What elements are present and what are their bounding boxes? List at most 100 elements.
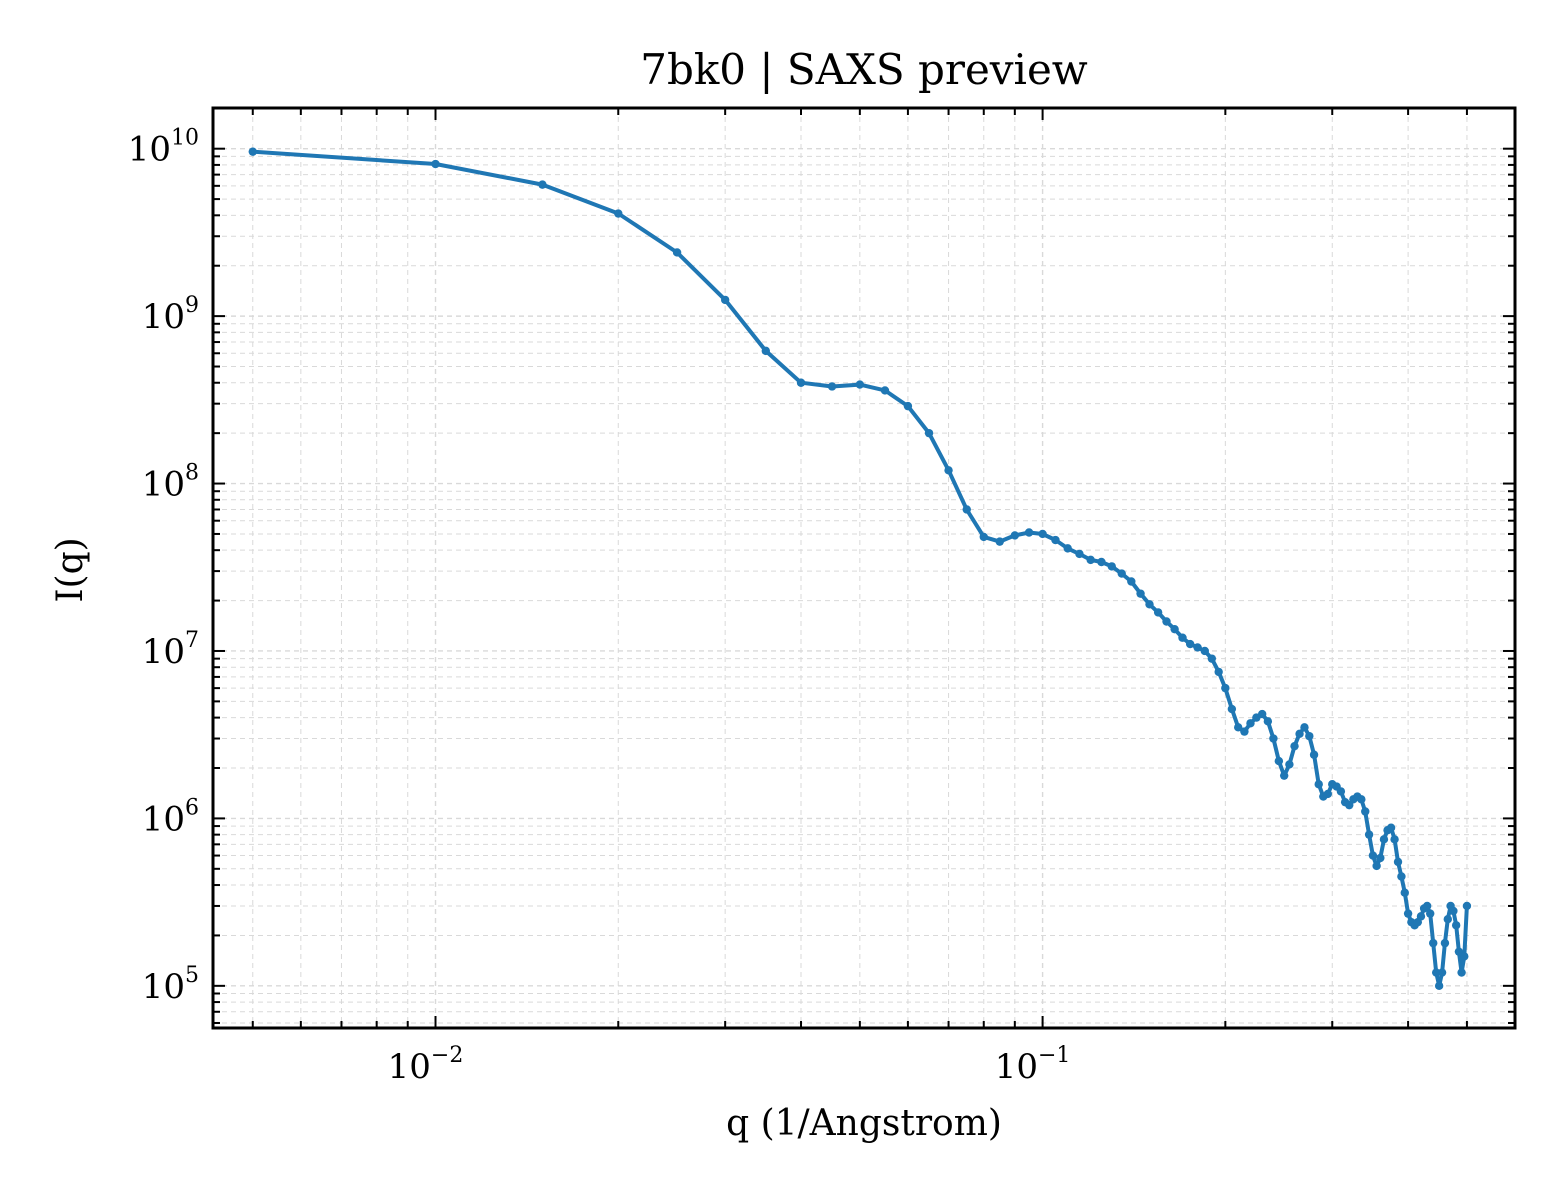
data-point	[903, 401, 913, 411]
data-point	[1429, 938, 1438, 948]
data-point	[1314, 780, 1323, 789]
tick-labels: 10−2 10−1 105 106 107 108 109 1010	[128, 126, 1071, 1087]
data-point	[1295, 729, 1304, 739]
data-point	[995, 537, 1004, 546]
data-point	[1451, 921, 1461, 930]
data-point	[1178, 633, 1187, 642]
data-point	[1038, 529, 1047, 539]
data-point	[1393, 857, 1403, 867]
data-point	[431, 159, 440, 169]
data-point	[1269, 734, 1278, 743]
plot-frame	[211, 106, 1517, 1030]
x-tick-label: 10−1	[995, 1043, 1071, 1087]
data-point	[1221, 683, 1230, 693]
data-point	[1063, 544, 1072, 553]
data-point	[1379, 835, 1389, 844]
data-point	[1207, 654, 1217, 663]
data-point	[1086, 555, 1095, 565]
data-point	[248, 147, 257, 156]
data-point	[1443, 915, 1452, 924]
data-point	[1426, 909, 1435, 918]
data-point	[1193, 643, 1202, 652]
y-tick-label: 109	[142, 293, 199, 337]
data-point	[1185, 639, 1195, 649]
data-point	[1449, 906, 1458, 916]
data-point	[1460, 952, 1469, 961]
data-point	[944, 466, 953, 475]
data-point	[1200, 646, 1209, 656]
data-point	[1263, 717, 1273, 726]
data-point	[672, 248, 682, 257]
data-point	[1336, 787, 1346, 796]
data-point	[880, 386, 890, 395]
data-point	[1400, 888, 1409, 897]
y-axis-label: I(q)	[50, 537, 91, 602]
y-tick-label: 106	[142, 795, 199, 839]
data-point	[1117, 569, 1126, 578]
data-point	[962, 505, 971, 514]
x-tick-label: 10−2	[388, 1043, 464, 1087]
data-point	[1153, 608, 1163, 617]
data-point	[1309, 750, 1319, 759]
data-point	[614, 209, 623, 218]
data-point	[1162, 617, 1171, 626]
data-point	[1290, 741, 1299, 751]
data-point	[1432, 968, 1441, 977]
data-point	[1227, 704, 1237, 714]
data-point	[538, 180, 547, 189]
data-point	[1214, 667, 1223, 677]
y-tick-label: 105	[142, 963, 199, 1007]
data-point	[1462, 901, 1472, 911]
chart-title: 7bk0 | SAXS preview	[640, 45, 1088, 94]
data-point	[1364, 830, 1374, 839]
data-point	[1246, 719, 1255, 728]
data-point	[1240, 727, 1249, 736]
data-point	[1300, 723, 1309, 732]
data-point	[1107, 562, 1116, 571]
data-point	[1279, 771, 1289, 780]
data-point	[1234, 723, 1243, 732]
data-point	[1285, 760, 1294, 769]
data-point	[1422, 901, 1432, 911]
data-point	[1010, 531, 1020, 540]
data-point	[1434, 981, 1444, 991]
grid	[213, 108, 1515, 1028]
data-point	[1368, 851, 1378, 860]
data-point	[1386, 823, 1396, 832]
data-point	[1305, 731, 1314, 741]
series-layer	[248, 147, 1472, 991]
data-point	[1170, 624, 1179, 634]
data-point	[1051, 535, 1060, 545]
data-point	[1097, 557, 1106, 567]
data-point	[979, 532, 988, 542]
data-point	[1372, 861, 1381, 871]
y-tick-label: 107	[142, 628, 199, 672]
data-point	[1437, 968, 1447, 977]
data-point	[827, 382, 837, 391]
data-point	[1376, 853, 1385, 863]
data-point	[1416, 912, 1426, 921]
data-point	[1127, 577, 1136, 586]
data-point	[1024, 528, 1034, 537]
data-point	[924, 428, 934, 438]
y-tick-label: 108	[142, 461, 199, 505]
data-point	[761, 346, 771, 356]
data-point	[1397, 872, 1406, 881]
data-point	[720, 295, 730, 305]
data-point	[1457, 968, 1466, 977]
data-point	[1274, 756, 1284, 766]
data-point	[1145, 600, 1154, 609]
data-point	[1345, 800, 1354, 810]
data-point	[796, 378, 806, 387]
y-tick-label: 1010	[128, 126, 199, 170]
data-point	[1257, 709, 1267, 719]
data-point	[1357, 795, 1366, 804]
data-point	[1390, 835, 1399, 844]
data-point	[1136, 589, 1145, 598]
x-axis-label: q (1/Angstrom)	[726, 1103, 1002, 1144]
data-point	[1323, 789, 1333, 799]
data-point	[1403, 909, 1413, 918]
data-point	[1361, 807, 1370, 816]
data-point	[855, 380, 865, 389]
